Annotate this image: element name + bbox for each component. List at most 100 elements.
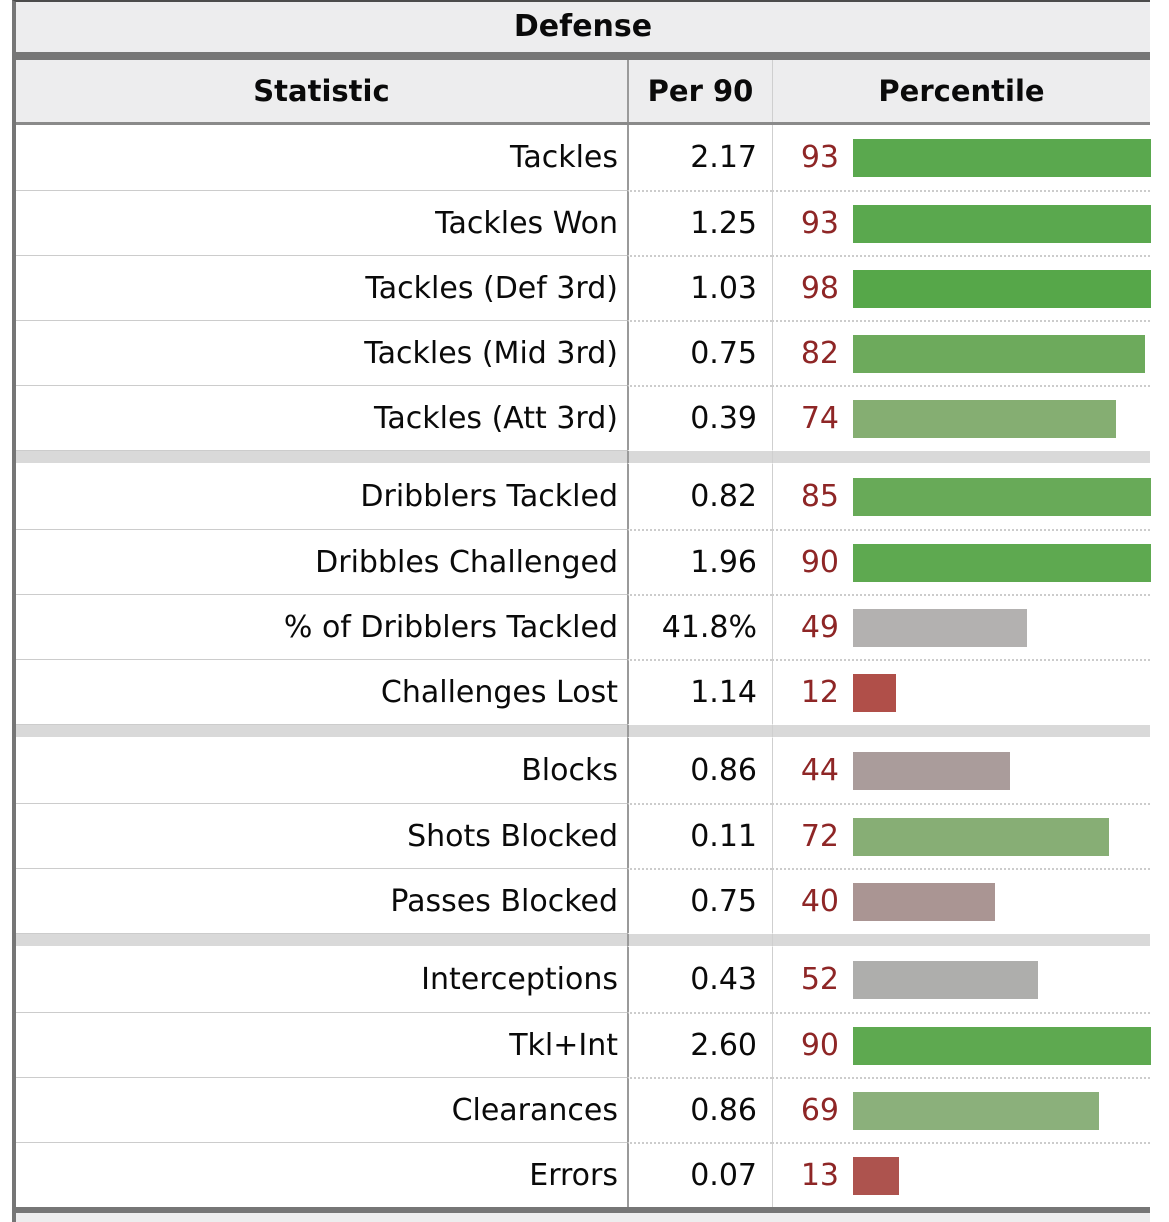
stat-row: % of Dribblers Tackled 41.8% 49	[16, 594, 1150, 659]
percentile-value: 82	[800, 336, 839, 371]
per90-value: 41.8%	[627, 594, 772, 659]
percentile-cell: 69	[772, 1077, 1150, 1142]
percentile-bar	[853, 960, 1038, 999]
group-separator-cell	[627, 933, 772, 947]
per90-value: 2.17	[627, 125, 772, 190]
group-separator-cell	[627, 724, 772, 738]
per90-value: 0.75	[627, 868, 772, 933]
percentile-bar	[853, 1026, 1151, 1065]
per90-value: 1.14	[627, 659, 772, 724]
stat-row: Challenges Lost 1.14 12	[16, 659, 1150, 724]
percentile-cell: 93	[772, 125, 1151, 190]
per90-value: 0.11	[627, 803, 772, 868]
group-separator-cell	[627, 450, 772, 464]
percentile-value: 93	[800, 206, 839, 241]
percentile-cell: 90	[772, 1012, 1151, 1077]
stat-label: Interceptions	[421, 962, 618, 997]
percentile-bar	[853, 817, 1109, 856]
next-section-edge	[16, 1213, 1150, 1222]
stat-label: Tackles (Def 3rd)	[16, 255, 627, 320]
table-title: Defense	[16, 2, 1150, 52]
per90-value: 0.43	[627, 947, 772, 1012]
percentile-bar	[853, 673, 896, 712]
percentile-value: 69	[800, 1093, 839, 1128]
stat-row: Clearances 0.86 69	[16, 1077, 1150, 1142]
percentile-cell: 85	[772, 464, 1151, 529]
percentile-bar	[853, 543, 1151, 582]
stat-row: Tkl+Int 2.60 90	[16, 1012, 1151, 1077]
percentile-value: 40	[800, 884, 839, 919]
stat-label: Challenges Lost	[16, 659, 627, 724]
percentile-value: 13	[800, 1158, 839, 1193]
percentile-value: 74	[800, 401, 839, 436]
column-header-per90: Per 90	[627, 60, 772, 122]
percentile-bar	[853, 1156, 899, 1195]
percentile-cell: 12	[772, 659, 1150, 724]
stat-label: Clearances	[16, 1077, 627, 1142]
header-row: Statistic Per 90 Percentile	[16, 60, 1150, 122]
percentile-value: 93	[800, 140, 839, 175]
percentile-value: 49	[800, 610, 839, 645]
stat-label: Errors	[16, 1142, 627, 1207]
header-separator	[16, 122, 1150, 125]
percentile-value: 44	[800, 753, 839, 788]
percentile-cell: 74	[772, 385, 1150, 450]
percentile-cell: 40	[772, 868, 1150, 933]
stat-row: Interceptions 0.43 52	[16, 947, 1150, 1012]
group-separator	[16, 933, 1150, 947]
percentile-bar	[853, 477, 1151, 516]
stat-label: Shots Blocked	[16, 803, 627, 868]
bottom-border	[16, 1207, 1150, 1213]
column-header-percentile: Percentile	[772, 60, 1150, 122]
percentile-cell: 44	[772, 738, 1150, 803]
defense-stats-table: Defense Statistic Per 90 Percentile Tack…	[12, 0, 1151, 1222]
group-separator-cell	[772, 933, 1150, 947]
per90-value: 0.39	[627, 385, 772, 450]
percentile-bar	[853, 608, 1027, 647]
percentile-bar	[853, 882, 995, 921]
per90-value: 0.07	[627, 1142, 772, 1207]
stat-label: Passes Blocked	[16, 868, 627, 933]
stat-row: Blocks 0.86 44	[16, 738, 1150, 803]
percentile-bar	[853, 1091, 1099, 1130]
percentile-cell: 52	[772, 947, 1150, 1012]
percentile-cell: 49	[772, 594, 1150, 659]
percentile-cell: 90	[772, 529, 1151, 594]
group-separator-cell	[16, 450, 627, 464]
percentile-value: 90	[800, 545, 839, 580]
percentile-cell: 82	[772, 320, 1150, 385]
percentile-value: 90	[800, 1028, 839, 1063]
column-header-statistic: Statistic	[253, 74, 390, 108]
stat-label: Dribbles Challenged	[16, 529, 627, 594]
per90-value: 0.86	[627, 1077, 772, 1142]
table-body: Tackles 2.17 93 Tackles Won 1.25 93 Tackles (D…	[16, 125, 1151, 1207]
per90-value: 1.96	[627, 529, 772, 594]
percentile-cell: 93	[772, 190, 1151, 255]
stat-row: Dribbles Challenged 1.96 90	[16, 529, 1151, 594]
stat-row: Tackles (Att 3rd) 0.39 74	[16, 385, 1150, 450]
percentile-cell: 72	[772, 803, 1150, 868]
stat-label: % of Dribblers Tackled	[16, 594, 627, 659]
stat-row: Shots Blocked 0.11 72	[16, 803, 1150, 868]
group-separator-cell	[772, 450, 1150, 464]
stat-label: Tackles (Mid 3rd)	[16, 320, 627, 385]
percentile-bar	[853, 334, 1145, 373]
stat-row: Tackles Won 1.25 93	[16, 190, 1151, 255]
stat-label: Tackles Won	[16, 190, 627, 255]
percentile-bar	[853, 138, 1151, 177]
group-separator-cell	[772, 724, 1150, 738]
percentile-value: 72	[800, 819, 839, 854]
percentile-cell: 98	[772, 255, 1151, 320]
stat-label: Dribblers Tackled	[360, 479, 618, 514]
percentile-value: 12	[800, 675, 839, 710]
title-separator	[16, 52, 1150, 60]
group-separator-cell	[16, 933, 627, 947]
group-separator-cell	[16, 724, 627, 738]
group-separator	[16, 450, 1150, 464]
per90-value: 0.75	[627, 320, 772, 385]
percentile-value: 52	[800, 962, 839, 997]
percentile-cell: 13	[772, 1142, 1150, 1207]
stat-row: Tackles (Mid 3rd) 0.75 82	[16, 320, 1150, 385]
percentile-bar	[853, 204, 1151, 243]
stat-label: Tkl+Int	[16, 1012, 627, 1077]
